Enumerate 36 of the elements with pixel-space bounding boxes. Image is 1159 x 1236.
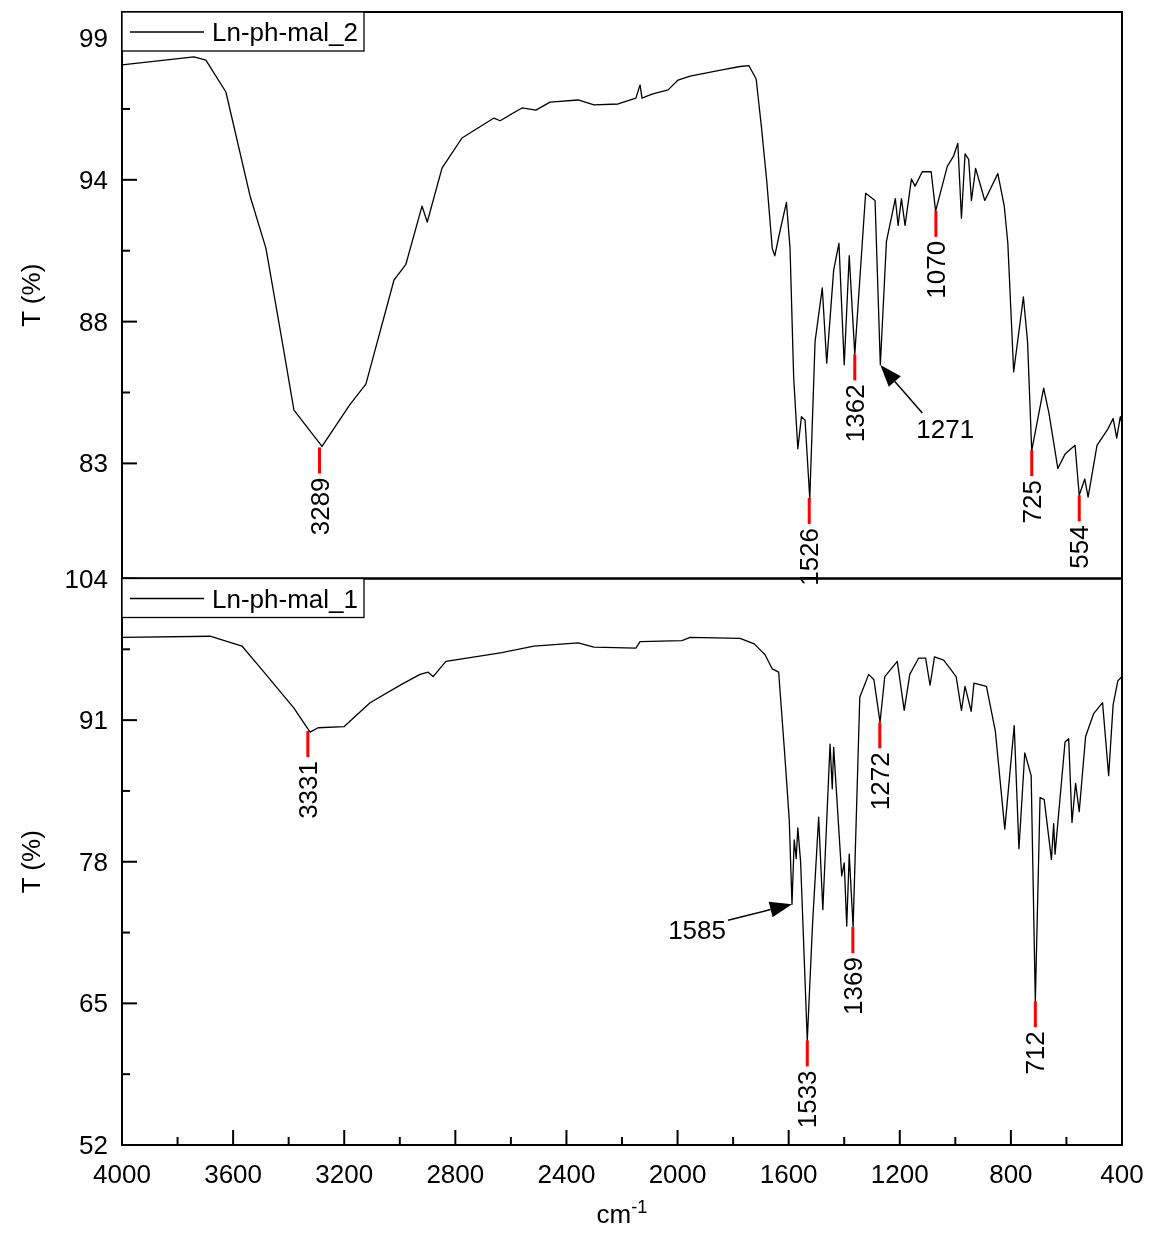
x-tick-label: 1200 <box>870 1159 929 1189</box>
y-tick-label: 52 <box>79 1130 108 1160</box>
annotation: 1362 <box>839 384 870 443</box>
annotation: 1272 <box>864 752 895 811</box>
x-tick-label: 4000 <box>93 1159 151 1189</box>
annotation: 1585 <box>668 915 726 946</box>
x-axis-title: cm$^{-1}$ <box>596 1197 648 1229</box>
x-tick-label: 2800 <box>426 1159 485 1189</box>
x-tick-label: 3600 <box>204 1159 263 1189</box>
y-tick-label: 88 <box>79 306 108 337</box>
y-tick-label: 65 <box>79 988 108 1019</box>
annotation: 1070 <box>920 240 951 299</box>
y-axis-title: T (%) <box>16 263 46 327</box>
annotation: 1271 <box>916 414 975 445</box>
y-tick-label: 83 <box>79 448 108 479</box>
x-tick-label: 2400 <box>537 1159 596 1189</box>
annotation: 554 <box>1064 525 1095 569</box>
y-tick-label: 91 <box>79 705 108 736</box>
y-tick-label: 94 <box>79 164 108 195</box>
legend-label: Ln-ph-mal_1 <box>212 583 358 614</box>
annotation: 725 <box>1016 480 1047 524</box>
x-tick-label: 2000 <box>648 1159 707 1189</box>
y-tick-label: 99 <box>79 23 108 54</box>
y-tick-label: 78 <box>79 846 108 877</box>
x-tick-label: 3200 <box>315 1159 374 1189</box>
annotation: 3331 <box>292 761 323 819</box>
annotation: 712 <box>1020 1031 1051 1075</box>
x-tick-label: 800 <box>989 1159 1033 1189</box>
y-axis-title: T (%) <box>16 830 46 894</box>
x-tick-label: 400 <box>1100 1159 1144 1189</box>
legend-label: Ln-ph-mal_2 <box>212 17 358 47</box>
annotation: 1533 <box>792 1070 823 1129</box>
y-tick-label: 104 <box>64 563 108 594</box>
annotation: 3289 <box>304 477 335 536</box>
x-tick-label: 1600 <box>759 1159 818 1189</box>
annotation: 1369 <box>837 957 868 1015</box>
